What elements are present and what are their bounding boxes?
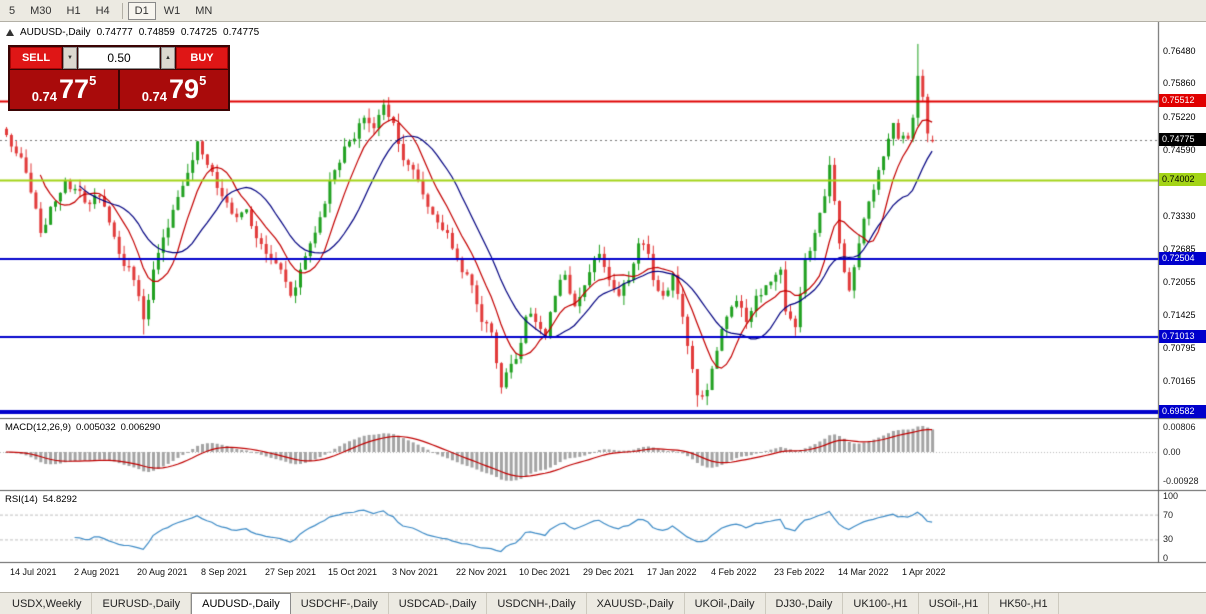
macd-axis-tick: 0.00 bbox=[1163, 447, 1181, 457]
rsi-label: RSI(14) bbox=[5, 494, 38, 505]
chart-tab-audusd-daily[interactable]: AUDUSD-,Daily bbox=[191, 593, 291, 614]
rsi-axis-tick: 30 bbox=[1163, 534, 1174, 544]
volume-input[interactable] bbox=[78, 47, 160, 69]
time-axis-label: 2 Aug 2021 bbox=[74, 567, 120, 577]
ohlc-close: 0.74775 bbox=[223, 27, 260, 38]
chart-tab-eurusd-daily[interactable]: EURUSD-,Daily bbox=[92, 593, 192, 614]
price-line-label: 0.75512 bbox=[1159, 94, 1206, 107]
time-axis-label: 10 Dec 2021 bbox=[519, 567, 571, 577]
price-axis-tick: 0.75860 bbox=[1163, 78, 1196, 88]
trade-panel-quotes: 0.74 77 5 0.74 79 5 bbox=[10, 70, 228, 109]
price-axis-tick: 0.76480 bbox=[1163, 46, 1196, 56]
chart-symbol-label: AUDUSD-,Daily bbox=[20, 27, 91, 38]
chart-region: AUDUSD-,Daily 0.74777 0.74859 0.74725 0.… bbox=[0, 22, 1206, 592]
price-axis-tick: 0.71425 bbox=[1163, 310, 1196, 320]
time-axis-label: 27 Sep 2021 bbox=[265, 567, 317, 577]
price-line-label: 0.72504 bbox=[1159, 252, 1206, 265]
chart-tabs-bar: USDX,Weekly EURUSD-,Daily AUDUSD-,Daily USD… bbox=[0, 592, 1206, 614]
rsi-pane-title: RSI(14) 54.8292 bbox=[5, 494, 77, 505]
current-price-label: 0.74775 bbox=[1159, 133, 1206, 146]
macd-value-main: 0.005032 bbox=[76, 422, 116, 433]
price-axis-tick: 0.72685 bbox=[1163, 244, 1196, 254]
macd-axis-tick: -0.00928 bbox=[1163, 476, 1199, 486]
timeframe-toolbar: 5 M30 H1 H4 D1 W1 MN bbox=[0, 0, 1206, 22]
buy-price-point: 5 bbox=[199, 73, 207, 88]
toolbar-divider bbox=[121, 2, 123, 19]
timeframe-button-W1[interactable]: W1 bbox=[157, 2, 188, 20]
sell-price-point: 5 bbox=[89, 73, 97, 88]
sell-price-prefix: 0.74 bbox=[31, 89, 58, 104]
time-axis-label: 14 Jul 2021 bbox=[10, 567, 57, 577]
price-axis-tick: 0.73330 bbox=[1163, 211, 1196, 221]
sell-price[interactable]: 0.74 77 5 bbox=[10, 70, 118, 109]
buy-price[interactable]: 0.74 79 5 bbox=[120, 70, 228, 109]
chart-tab-usdchf-daily[interactable]: USDCHF-,Daily bbox=[291, 593, 389, 614]
chart-tab-xauusd-daily[interactable]: XAUUSD-,Daily bbox=[587, 593, 685, 614]
price-line-label: 0.74002 bbox=[1159, 173, 1206, 186]
macd-label: MACD(12,26,9) bbox=[5, 422, 71, 433]
sell-price-pips: 77 bbox=[59, 74, 90, 104]
chart-tab-usoil-h1[interactable]: USOil-,H1 bbox=[919, 593, 990, 614]
time-axis-label: 8 Sep 2021 bbox=[201, 567, 248, 577]
chart-title: AUDUSD-,Daily 0.74777 0.74859 0.74725 0.… bbox=[6, 27, 259, 38]
timeframe-button-MN[interactable]: MN bbox=[188, 2, 219, 20]
chart-tab-usdcad-daily[interactable]: USDCAD-,Daily bbox=[389, 593, 488, 614]
macd-value-signal: 0.006290 bbox=[120, 422, 161, 433]
chart-tab-usdcnh-daily[interactable]: USDCNH-,Daily bbox=[487, 593, 587, 614]
time-axis-label: 14 Mar 2022 bbox=[838, 567, 889, 577]
macd-pane-title: MACD(12,26,9) 0.005032 0.006290 bbox=[5, 422, 160, 433]
macd-axis-tick: 0.00806 bbox=[1163, 422, 1196, 432]
time-axis-label: 17 Jan 2022 bbox=[647, 567, 697, 577]
time-axis-label: 22 Nov 2021 bbox=[456, 567, 508, 577]
time-axis-label: 3 Nov 2021 bbox=[392, 567, 439, 577]
chart-tab-dj30-daily[interactable]: DJ30-,Daily bbox=[766, 593, 844, 614]
timeframe-button-D1[interactable]: D1 bbox=[127, 1, 156, 20]
price-axis-tick: 0.75220 bbox=[1163, 112, 1196, 122]
buy-price-pips: 79 bbox=[169, 74, 200, 104]
timeframe-button-5[interactable]: 5 bbox=[2, 2, 22, 20]
volume-up-button[interactable]: ▲ bbox=[161, 47, 175, 69]
price-axis-tick: 0.70795 bbox=[1163, 343, 1196, 353]
ohlc-low: 0.74725 bbox=[180, 27, 218, 38]
chart-tab-uk100-h1[interactable]: UK100-,H1 bbox=[843, 593, 919, 614]
price-axis-tick: 0.74590 bbox=[1163, 145, 1196, 155]
time-axis-label: 23 Feb 2022 bbox=[774, 567, 825, 577]
rsi-value: 54.8292 bbox=[42, 494, 78, 505]
time-axis-label: 15 Oct 2021 bbox=[328, 567, 378, 577]
chart-icon bbox=[6, 29, 14, 36]
sell-button[interactable]: SELL bbox=[10, 47, 62, 69]
price-axis-tick: 0.72055 bbox=[1163, 277, 1196, 287]
chart-tab-hk50-h1[interactable]: HK50-,H1 bbox=[989, 593, 1059, 614]
timeframe-button-H1[interactable]: H1 bbox=[60, 2, 88, 20]
volume-down-button[interactable]: ▼ bbox=[63, 47, 77, 69]
price-axis-tick: 0.70165 bbox=[1163, 376, 1196, 386]
price-chart-canvas[interactable] bbox=[0, 22, 1206, 592]
trade-panel-controls: SELL ▼ ▲ BUY bbox=[10, 47, 228, 69]
buy-price-prefix: 0.74 bbox=[141, 89, 168, 104]
time-axis-label: 29 Dec 2021 bbox=[583, 567, 635, 577]
price-line-label: 0.71013 bbox=[1159, 330, 1206, 343]
buy-button[interactable]: BUY bbox=[176, 47, 228, 69]
rsi-axis-tick: 0 bbox=[1163, 553, 1169, 563]
ohlc-high: 0.74859 bbox=[138, 27, 175, 38]
time-axis-label: 1 Apr 2022 bbox=[902, 567, 946, 577]
ohlc-open: 0.74777 bbox=[96, 27, 133, 38]
timeframe-button-M30[interactable]: M30 bbox=[23, 2, 58, 20]
rsi-axis-tick: 70 bbox=[1163, 510, 1174, 520]
price-line-label: 0.69582 bbox=[1159, 405, 1206, 418]
timeframe-button-H4[interactable]: H4 bbox=[89, 2, 117, 20]
rsi-axis-tick: 100 bbox=[1163, 491, 1179, 501]
time-axis-label: 20 Aug 2021 bbox=[137, 567, 188, 577]
chart-tab-usdx-weekly[interactable]: USDX,Weekly bbox=[2, 593, 93, 614]
chart-tab-ukoil-daily[interactable]: UKOil-,Daily bbox=[685, 593, 766, 614]
time-axis-label: 4 Feb 2022 bbox=[711, 567, 757, 577]
